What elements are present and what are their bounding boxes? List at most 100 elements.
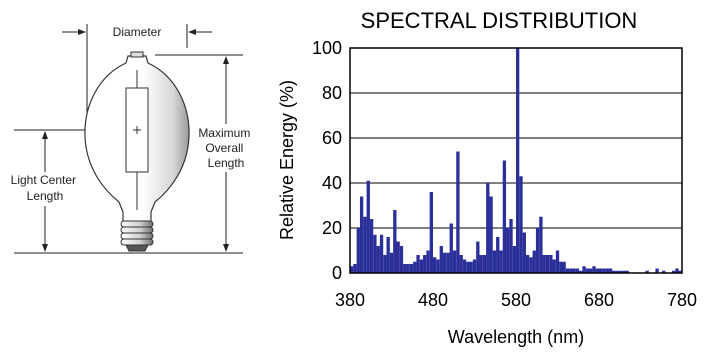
light-center-arrowhead-top xyxy=(42,131,48,139)
spectrum-bar xyxy=(446,252,450,273)
light-center-label-bg xyxy=(6,172,86,206)
x-axis-label: Wavelength (nm) xyxy=(448,327,584,347)
y-tick-label: 40 xyxy=(322,173,342,193)
spectrum-bar xyxy=(499,250,503,273)
spectrum-bar xyxy=(612,270,616,273)
spectrum-bar xyxy=(489,196,493,273)
spectrum-bar xyxy=(356,228,360,273)
max-length-arrowhead-bottom xyxy=(223,244,229,252)
spectrum-bar xyxy=(678,270,682,273)
spectrum-bar xyxy=(559,261,563,273)
y-tick-labels: 0 20 40 60 80 100 xyxy=(312,38,342,283)
spectrum-bar xyxy=(472,259,477,273)
x-tick-label: 580 xyxy=(501,290,531,310)
spectrum-bar xyxy=(426,250,430,273)
bulb-tip xyxy=(130,51,144,58)
spectrum-bar xyxy=(416,255,420,273)
spectrum-bar xyxy=(486,183,490,273)
y-tick-label: 60 xyxy=(322,128,342,148)
spectrum-bar xyxy=(379,234,384,273)
y-tick-label: 0 xyxy=(332,263,342,283)
spectrum-bar xyxy=(599,268,603,273)
spectrum-bar xyxy=(605,268,609,273)
spectrum-bar xyxy=(608,268,613,273)
spectrum-bar xyxy=(572,268,576,273)
spectrum-bar xyxy=(555,250,560,273)
spectrum-bar xyxy=(373,234,377,273)
spectrum-bar xyxy=(350,266,354,273)
max-length-label-bg xyxy=(190,124,264,172)
max-length-label: Maximum Overall Length xyxy=(198,126,253,170)
spectrum-bar xyxy=(353,264,357,273)
spectrum-bar xyxy=(645,270,649,273)
spectrum-bar xyxy=(565,268,570,273)
spectrum-bar xyxy=(532,250,536,273)
spectrum-bar xyxy=(539,216,543,273)
spectrum-bar xyxy=(413,261,417,273)
diameter-arrowhead-left xyxy=(78,29,86,35)
x-tick-label: 680 xyxy=(584,290,614,310)
spectrum-bar xyxy=(545,255,550,273)
spectrum-bar xyxy=(383,255,387,273)
spectrum-bars xyxy=(350,48,682,273)
spectrum-bar xyxy=(672,270,676,273)
spectrum-bar xyxy=(423,255,427,273)
spectrum-bar xyxy=(359,196,364,273)
spectrum-bar xyxy=(466,261,470,273)
spectrum-bar xyxy=(615,270,619,273)
spectrum-bar xyxy=(439,246,443,273)
spectrum-bar xyxy=(549,255,553,273)
spectrum-bar xyxy=(562,261,566,273)
light-center-arrowhead-bottom xyxy=(42,244,48,252)
spectrum-bar xyxy=(476,241,480,273)
spectrum-bar xyxy=(456,151,460,273)
spectrum-bar xyxy=(602,268,606,273)
spectrum-bar xyxy=(442,252,447,273)
x-tick-label: 380 xyxy=(335,290,365,310)
max-length-label-line2: Overall xyxy=(205,141,243,155)
spectrum-bar xyxy=(618,270,623,273)
spectrum-bar xyxy=(429,192,433,273)
spectrum-bar xyxy=(436,259,440,273)
max-length-label-line3: Length xyxy=(208,156,245,170)
spectrum-bar xyxy=(433,257,437,273)
spectrum-bar xyxy=(363,216,367,273)
spectrum-bar xyxy=(376,246,380,273)
diameter-arrowhead-right xyxy=(188,29,196,35)
spectrum-bar xyxy=(369,219,374,273)
spectral-chart: SPECTRAL DISTRIBUTION 0 20 40 60 80 100 380 48… xyxy=(277,8,697,347)
spectrum-bar xyxy=(399,246,404,273)
spectrum-bar xyxy=(522,232,526,273)
spectrum-bar xyxy=(506,228,510,273)
spectrum-bar xyxy=(406,264,410,273)
spectrum-bar xyxy=(579,270,583,273)
spectrum-bar xyxy=(582,266,586,273)
y-tick-label: 80 xyxy=(322,83,342,103)
light-center-label-line1: Light Center xyxy=(11,173,76,187)
spectrum-bar xyxy=(542,255,546,273)
spectrum-bar xyxy=(452,250,457,273)
spectrum-bar xyxy=(519,176,523,273)
spectrum-bar xyxy=(396,241,400,273)
light-center-label-line2: Length xyxy=(27,189,64,203)
spectrum-bar xyxy=(589,268,593,273)
spectrum-bar xyxy=(569,268,573,273)
max-length-label-line1: Maximum xyxy=(198,126,250,140)
spectrum-bar xyxy=(535,228,540,273)
plot-frame xyxy=(349,47,683,274)
spectrum-bar xyxy=(403,264,407,273)
spectrum-bar xyxy=(502,160,507,273)
spectrum-bar xyxy=(482,255,487,273)
spectrum-bar xyxy=(675,268,679,273)
spectrum-bar xyxy=(512,246,516,273)
x-tick-labels: 380 480 580 680 780 xyxy=(335,290,697,310)
spectrum-bar xyxy=(366,180,370,273)
spectrum-bar xyxy=(509,219,513,273)
spectrum-bar xyxy=(592,266,596,273)
spectrum-bar xyxy=(492,250,497,273)
y-tick-label: 100 xyxy=(312,38,342,58)
light-center-label: Light Center Length xyxy=(11,173,80,203)
screw-base xyxy=(120,220,154,252)
spectrum-bar xyxy=(575,268,580,273)
